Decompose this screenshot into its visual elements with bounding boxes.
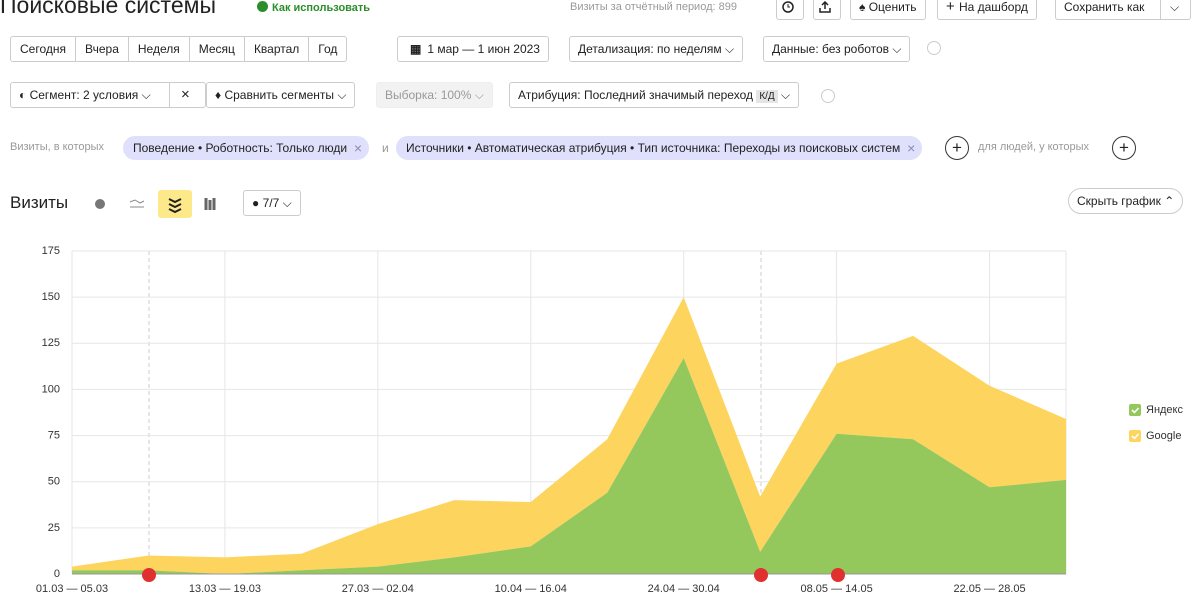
detail-button[interactable]: Детализация: по неделям ⌵ [569,36,744,62]
date-button[interactable]: ▦ 1 мар — 1 июн 2023 [397,36,549,62]
period-group: Сегодня Вчера Неделя Месяц Квартал Год [10,36,348,62]
attribution-text: Атрибуция: Последний значимый переход [518,88,753,102]
compare-button[interactable]: ♦ Сравнить сегменты ⌵ [206,82,356,108]
period-button[interactable]: Год [318,42,338,56]
attribution-button[interactable]: Атрибуция: Последний значимый переход К/… [509,82,800,108]
x-tick-label: 22.05 — 28.05 [953,583,1025,595]
share-icon [819,0,831,13]
y-tick-label: 75 [48,429,60,441]
dashboard-button[interactable]: + На дашборд [937,0,1037,20]
y-tick-label: 25 [48,522,60,534]
filter-chip[interactable]: Источники • Автоматическая атрибуция • Т… [396,136,923,160]
annotation-marker [142,568,156,582]
segment-text: Сегмент: 2 условия [29,88,139,102]
area-icon [168,198,182,214]
hide-chart-text: Скрыть график [1077,194,1161,208]
data-filter-button[interactable]: Данные: без роботов ⌵ [763,36,911,62]
pie-icon[interactable] [95,199,105,209]
help-text: Как использовать [272,2,371,14]
y-tick-label: 125 [42,337,60,349]
segment-button[interactable]: ◐ Сегмент: 2 условия ⌵ × [10,82,206,108]
active-area-icon[interactable] [158,190,192,218]
y-tick-label: 150 [42,291,60,303]
period-button[interactable]: Неделя [129,37,190,61]
period-button[interactable]: Квартал [245,37,310,61]
period-button[interactable]: Месяц [190,37,245,61]
sample-button[interactable]: Выборка: 100% ⌵ [376,82,493,108]
y-tick-label: 100 [42,383,60,395]
dashboard-text: На дашборд [958,0,1028,14]
help-icon[interactable] [821,89,835,103]
clock-icon [782,1,794,13]
visits-total: Визиты за отчётный период: 899 [570,1,737,13]
page-title: Поисковые системы [0,0,216,18]
date-text: 1 мар — 1 июн 2023 [427,42,540,56]
period-button[interactable]: Вчера [76,37,129,61]
annotation-marker [754,568,768,582]
area [72,358,1066,574]
x-tick-label: 10.04 — 16.04 [495,583,567,595]
share-button[interactable] [813,0,841,20]
y-tick-label: 0 [54,568,60,580]
filter-joiner: и [382,141,389,155]
chart-type-icons [95,190,216,218]
hide-chart-button[interactable]: Скрыть график ⌃ [1068,188,1184,214]
chart: 0 25 50 75 100 125 150 175 01.03 — 05.03 13.03 — … [36,245,1184,595]
attribution-badge: К/Д [756,90,778,103]
sample-text: Выборка: 100% [385,88,472,102]
save-as-text: Сохранить как [1064,0,1145,14]
add-filter-button[interactable]: + [945,136,969,160]
annotation-marker [831,568,845,582]
legend-swatch [1129,404,1141,416]
bar-icon[interactable] [204,198,216,210]
area [72,297,1066,574]
legend-label: Яндекс [1146,404,1183,416]
x-tick-label: 01.03 — 05.03 [36,583,108,595]
legend-label: Google [1146,430,1181,442]
people-filter-label: для людей, у которых [978,141,1089,153]
detail-text: Детализация: по неделям [578,42,722,56]
add-people-filter-button[interactable]: + [1112,136,1136,160]
rate-button[interactable]: ♠ Оценить [850,0,926,20]
y-tick-label: 50 [48,476,60,488]
history-button[interactable] [776,0,804,20]
y-tick-label: 175 [42,245,60,257]
legend-check [1131,433,1140,440]
series-count: 7/7 [262,196,280,210]
x-tick-label: 13.03 — 19.03 [189,583,261,595]
rate-text: Оценить [868,0,917,14]
legend-swatch [1129,430,1141,442]
x-tick-label: 08.05 — 14.05 [801,583,873,595]
filter-chip[interactable]: Поведение • Роботность: Только люди [123,136,370,160]
compare-text: Сравнить сегменты [224,88,334,102]
help-link[interactable]: Как использовать [257,1,370,14]
x-tick-label: 24.04 — 30.04 [648,583,720,595]
series-count-button[interactable]: ● 7/7 ⌵ [243,190,301,216]
filter-prefix: Визиты, в которых [10,141,104,153]
x-tick-label: 27.03 — 02.04 [342,583,414,595]
line-icon[interactable] [129,199,145,208]
data-filter-text: Данные: без роботов [772,42,890,56]
period-button[interactable]: Сегодня [11,37,76,61]
chart-title: Визиты [10,193,69,212]
help-icon[interactable] [927,41,941,55]
save-as-button[interactable]: Сохранить как ⌵ [1055,0,1191,20]
legend-check [1131,407,1140,414]
